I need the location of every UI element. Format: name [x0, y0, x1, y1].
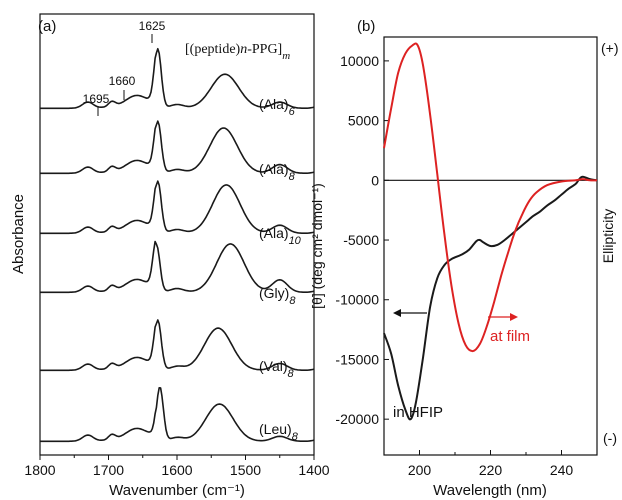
panel-b-ytick-label: 10000 — [340, 53, 379, 69]
panel-a-ylabel: Absorbance — [10, 194, 27, 274]
panel-b-ytick-label: -20000 — [335, 411, 379, 427]
panel-a-curves — [40, 47, 315, 443]
panel-a-xtick-label: 1700 — [93, 462, 124, 478]
spectrum-line — [40, 180, 315, 235]
panel-a-xtick-label: 1400 — [298, 462, 329, 478]
peak-1625-label: 1625 — [139, 19, 166, 33]
panel-b-xtick-label: 220 — [479, 462, 503, 478]
spectrum-line — [40, 319, 315, 372]
film-arrow-head — [510, 313, 518, 321]
panel-b-ytick-label: -5000 — [343, 232, 379, 248]
cd-line — [383, 42, 598, 353]
panel-b-xlabel: Wavelength (nm) — [433, 482, 547, 499]
panel-a-label: (a) — [38, 18, 56, 35]
panel-b-ytick-label: 0 — [371, 172, 379, 188]
panel-a-xtick-label: 1500 — [230, 462, 261, 478]
panel-b-ytick-label: -15000 — [335, 351, 379, 367]
negative-sign-label: (-) — [603, 430, 617, 446]
series-label-ala8: (Ala)8 — [259, 161, 296, 183]
panel-b-curves — [383, 42, 598, 421]
panel-b-ytick-label: 5000 — [348, 113, 379, 129]
series-label-val8: (Val)8 — [259, 358, 295, 380]
ellipticity-label: Ellipticity — [600, 209, 616, 263]
panel-a-xlabel: Wavenumber (cm⁻¹) — [109, 482, 245, 499]
film-series-label: at film — [490, 328, 530, 345]
panel-b: (b) 200 220 240 10000 5000 0 -5000 -10000 -15000… — [309, 18, 619, 499]
panel-b-ticks: 200 220 240 10000 5000 0 -5000 -10000 -15000 -200… — [335, 53, 598, 478]
hfip-arrow-head — [393, 309, 401, 317]
panel-b-ylabel: [θ] (deg cm² dmol⁻¹) — [309, 183, 325, 309]
spectrum-line — [40, 240, 315, 294]
cd-line — [383, 175, 598, 421]
series-label-ala6: (Ala)6 — [259, 96, 296, 118]
panel-a-xtick-label: 1600 — [161, 462, 192, 478]
panel-a: (a) 1800 1700 1600 1500 1400 Wavenumber (cm⁻… — [10, 13, 330, 499]
panel-b-xtick-label: 200 — [408, 462, 432, 478]
panel-b-ytick-label: -10000 — [335, 292, 379, 308]
peak-1695-label: 1695 — [83, 92, 110, 106]
panel-b-xtick-label: 240 — [550, 462, 574, 478]
spectrum-line — [40, 387, 315, 443]
panel-a-xticks: 1800 1700 1600 1500 1400 — [24, 455, 330, 478]
panel-a-xtick-label: 1800 — [24, 462, 55, 478]
series-label-ala10: (Ala)10 — [259, 225, 302, 247]
panel-b-label: (b) — [357, 18, 375, 35]
spectrum-line — [40, 47, 315, 110]
hfip-series-label: in HFIP — [393, 404, 443, 421]
legend-title: [(peptide)n-PPG]m — [185, 42, 290, 62]
positive-sign-label: (+) — [601, 40, 619, 56]
peak-1660-label: 1660 — [109, 74, 136, 88]
spectrum-line — [40, 120, 315, 175]
